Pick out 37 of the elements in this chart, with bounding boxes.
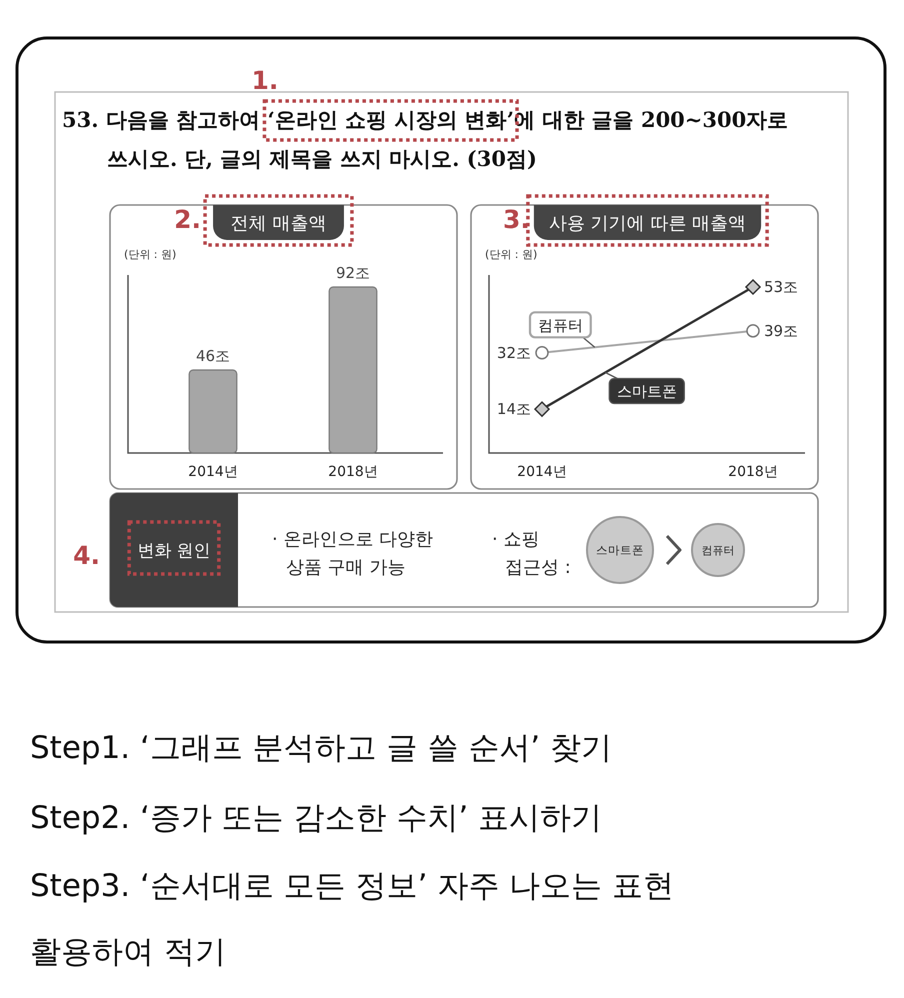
- data-label: 14조: [496, 400, 531, 418]
- point: [534, 401, 550, 417]
- text: 1.: [251, 66, 278, 95]
- data-label: 46조: [196, 347, 230, 365]
- data-label: 32조: [496, 344, 531, 362]
- text: Step3. ‘순서대로 모든 정보’ 자주 나오는 표현: [30, 868, 674, 904]
- text: 변화 원인: [137, 541, 211, 561]
- text: 53. 다음을 참고하여 ‘온라인 쇼핑 시장의 변화’에 대한 글을 200~300자로: [62, 107, 788, 132]
- series-label: 스마트폰: [616, 382, 677, 401]
- chart-title: 전체 매출액: [230, 213, 326, 234]
- x-tick-label: 2014년: [517, 464, 567, 480]
- data-label: 39조: [764, 322, 798, 340]
- point: [746, 324, 760, 338]
- text: 4.: [73, 541, 100, 570]
- text: 2.: [174, 205, 202, 234]
- text: 스마트폰: [596, 543, 644, 557]
- x-tick-label: 2018년: [328, 464, 378, 480]
- text: Step2. ‘증가 또는 감소한 수치’ 표시하기: [30, 800, 602, 836]
- data-label: 92조: [336, 264, 370, 282]
- text: 상품 구매 가능: [286, 557, 406, 578]
- text: · 쇼핑: [492, 529, 540, 550]
- text: 쓰시오. 단, 글의 제목을 쓰지 마시오. (30점): [107, 146, 537, 171]
- text: 활용하여 적기: [30, 934, 226, 970]
- data-label: 53조: [764, 278, 798, 296]
- text: 3.: [502, 205, 530, 234]
- y-axis-title: (단위 : 원): [485, 248, 538, 261]
- x-tick-label: 2018년: [728, 464, 778, 480]
- point: [745, 279, 761, 295]
- text: · 온라인으로 다양한: [272, 529, 434, 550]
- text: Step1. ‘그래프 분석하고 글 쓸 순서’ 찾기: [30, 730, 612, 766]
- text: 접근성 :: [505, 557, 571, 578]
- text: 컴퓨터: [702, 544, 734, 557]
- point: [535, 346, 549, 360]
- x-tick-label: 2014년: [188, 464, 238, 480]
- chart-title: 사용 기기에 따른 매출액: [548, 213, 746, 234]
- y-axis-title: (단위 : 원): [124, 248, 176, 261]
- series-label: 컴퓨터: [538, 316, 583, 334]
